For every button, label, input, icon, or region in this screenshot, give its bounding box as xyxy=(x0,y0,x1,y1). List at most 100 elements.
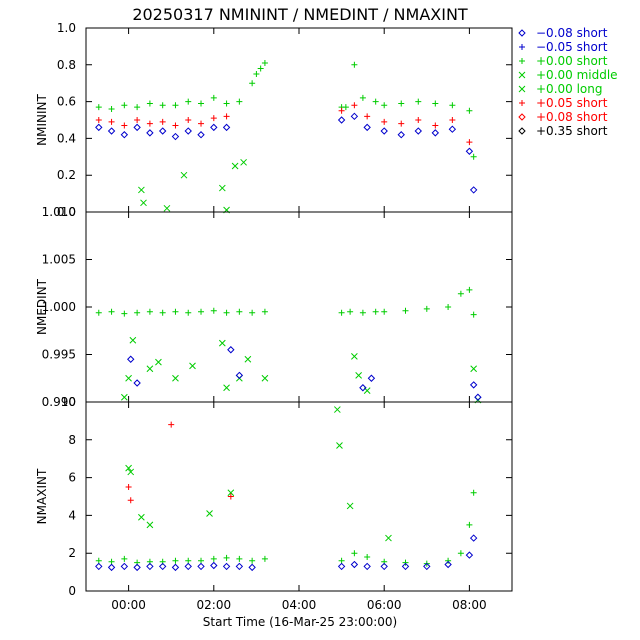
data-point xyxy=(210,94,217,101)
legend-label: −0.05 short xyxy=(536,40,608,54)
y-tick-label: 1.0 xyxy=(57,21,76,35)
y-tick-label: 0.2 xyxy=(57,168,76,182)
data-point xyxy=(172,102,179,109)
x-tick-label: 02:00 xyxy=(197,598,232,612)
data-point xyxy=(121,102,128,109)
x-axis-label: Start Time (16-Mar-25 23:00:00) xyxy=(203,615,397,629)
y-tick-label: 1.005 xyxy=(42,253,76,267)
data-point xyxy=(469,186,478,194)
data-point xyxy=(346,502,354,510)
data-point xyxy=(444,560,452,569)
data-point xyxy=(249,557,256,564)
data-point xyxy=(261,59,268,66)
data-point xyxy=(338,309,345,316)
x-tick-label: 06:00 xyxy=(367,598,402,612)
data-point xyxy=(127,468,135,476)
data-point xyxy=(121,122,128,129)
data-point xyxy=(146,308,153,315)
data-point xyxy=(350,112,359,121)
data-point xyxy=(133,563,141,572)
x-tick-label: 08:00 xyxy=(452,598,487,612)
legend-label: +0.05 short xyxy=(536,96,608,110)
data-point xyxy=(185,98,192,105)
data-point xyxy=(445,557,452,564)
data-point xyxy=(415,98,422,105)
data-point xyxy=(253,71,260,77)
data-point xyxy=(95,104,102,111)
data-point xyxy=(223,100,230,107)
data-point xyxy=(134,117,141,123)
data-point xyxy=(223,309,230,316)
data-point xyxy=(120,562,129,571)
legend-marker xyxy=(518,113,526,121)
data-point xyxy=(466,139,473,146)
data-point xyxy=(402,307,409,314)
data-point xyxy=(108,308,115,315)
legend-label: +0.00 middle xyxy=(536,68,618,82)
data-point xyxy=(185,309,192,316)
data-point xyxy=(449,117,456,123)
data-point xyxy=(189,362,196,370)
y-tick-label: 1.000 xyxy=(42,300,76,314)
data-point xyxy=(244,355,252,363)
data-point xyxy=(127,497,134,504)
data-point xyxy=(206,510,213,517)
data-point xyxy=(210,555,217,562)
data-point xyxy=(198,120,205,127)
data-point xyxy=(146,100,153,107)
data-point xyxy=(107,563,116,572)
data-point xyxy=(415,117,422,123)
data-point xyxy=(210,561,218,570)
data-point xyxy=(465,551,474,559)
y-tick-label: 6 xyxy=(68,471,76,485)
data-point xyxy=(381,102,388,109)
data-point xyxy=(185,117,192,123)
data-point xyxy=(155,358,162,366)
legend-marker xyxy=(518,29,526,37)
legend-label: +0.35 short xyxy=(536,124,608,138)
data-point xyxy=(210,115,217,122)
data-point xyxy=(465,147,474,155)
y-tick-label: 4 xyxy=(68,508,76,522)
data-point xyxy=(466,107,473,114)
data-point xyxy=(333,406,341,413)
data-point xyxy=(197,131,205,139)
data-point xyxy=(95,123,103,132)
legend-label: +0.00 long xyxy=(536,82,603,96)
data-point xyxy=(159,309,166,316)
data-point xyxy=(240,158,247,166)
data-point xyxy=(449,102,456,109)
data-point xyxy=(257,65,264,72)
data-point xyxy=(171,563,180,572)
data-point xyxy=(158,127,167,135)
data-point xyxy=(95,309,102,316)
data-point xyxy=(431,129,440,137)
data-point xyxy=(138,186,145,194)
data-point xyxy=(107,127,116,135)
data-point xyxy=(359,94,366,101)
data-point xyxy=(133,379,141,387)
data-point xyxy=(218,184,226,192)
data-point xyxy=(336,442,343,449)
data-point xyxy=(457,550,464,557)
legend-label: +0.00 short xyxy=(536,54,608,68)
data-point xyxy=(261,374,269,382)
legend: −0.08 short−0.05 short+0.00 short+0.00 m… xyxy=(518,26,618,138)
data-point xyxy=(125,464,132,472)
data-point xyxy=(197,562,205,571)
data-point xyxy=(466,521,473,528)
data-point xyxy=(398,100,405,107)
data-point xyxy=(140,199,147,207)
data-point xyxy=(364,113,371,120)
y-axis-label: NMEDINT xyxy=(35,278,49,335)
panels: 0.0 0.2 0.4 0.6 0.8 1.0 NMININT 0.990 0.995 1.000… xyxy=(35,21,513,612)
legend-marker xyxy=(518,71,526,79)
data-point xyxy=(351,353,358,360)
y-tick-label: 8 xyxy=(68,433,76,447)
y-axis-label: NMININT xyxy=(35,93,49,145)
data-point xyxy=(227,346,235,354)
data-point xyxy=(163,204,171,212)
data-point xyxy=(146,521,154,529)
data-point xyxy=(351,550,358,557)
